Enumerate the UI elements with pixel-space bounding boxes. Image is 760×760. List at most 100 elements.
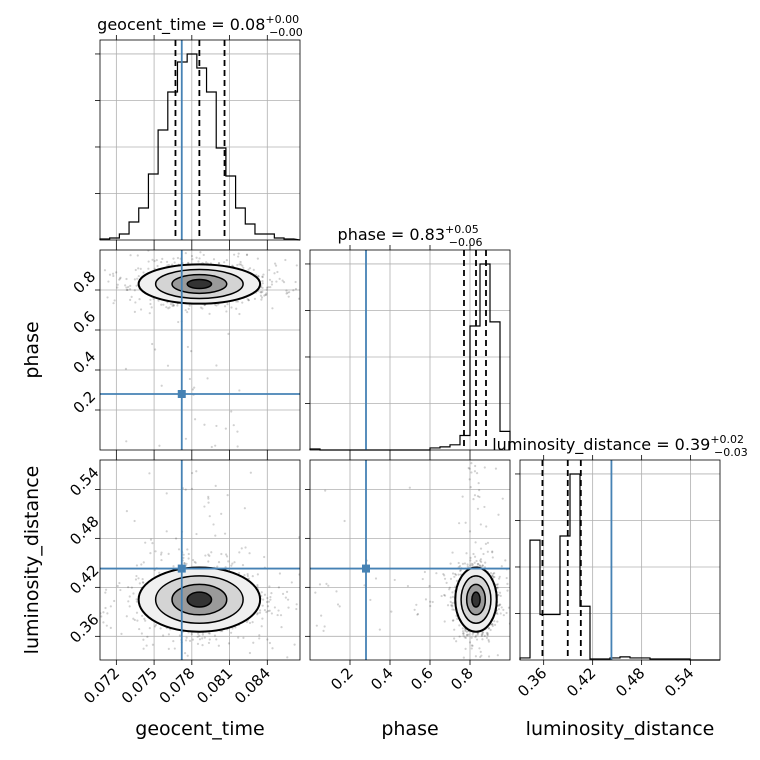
sample-point [142,581,145,584]
sample-point [474,634,478,637]
sample-point [166,364,170,367]
sample-point [214,303,217,306]
truth-marker [177,564,186,573]
sample-point [176,256,180,260]
sample-point [223,261,226,264]
title-plus-error: +0.00 [265,13,299,26]
sample-point [265,610,268,614]
sample-point [448,588,451,591]
sample-point [135,284,138,287]
panel-frame [99,459,301,661]
sample-point [125,615,128,618]
sample-point [165,530,168,533]
sample-point [127,586,130,589]
sample-point [167,307,170,310]
sample-point [451,551,454,554]
sample-point [325,582,328,585]
panel-frame [309,249,511,451]
sample-point [259,291,262,294]
sample-point [268,268,271,272]
sample-point [190,633,193,636]
sample-point [442,572,445,576]
sample-point [473,470,477,473]
sample-point [185,562,188,565]
sample-point [286,291,289,294]
sample-point [475,559,478,563]
sample-point [140,563,143,566]
sample-point [451,604,454,607]
sample-point [214,484,217,488]
sample-point [136,277,139,280]
sample-point [203,423,206,426]
sample-point [133,289,136,292]
sample-point [263,294,266,297]
sample-point [467,466,470,470]
sample-point [498,603,501,606]
sample-point [421,577,424,581]
sample-point [482,552,485,556]
sample-point [470,644,473,647]
x-tick-label-phase: 0.4 [367,664,397,694]
sample-point [190,487,194,490]
sample-point [211,246,213,248]
sample-point [474,464,477,468]
sample-point [104,588,108,591]
sample-point [136,619,139,622]
sample-point [182,553,185,556]
sample-point [496,612,499,616]
sample-point [466,633,469,636]
sample-point [137,274,140,278]
sample-point [451,601,454,605]
sample-point [193,418,197,421]
sample-point [486,632,489,635]
sample-point [480,654,483,657]
sample-point [479,559,482,562]
sample-point [295,264,298,267]
sample-point [281,592,285,595]
sample-point [267,609,270,613]
sample-point [196,635,199,638]
sample-point [496,583,499,586]
sample-point [327,584,330,587]
sample-point [236,263,239,267]
sample-point [201,644,204,647]
sample-point [300,288,302,290]
sample-point [461,630,465,633]
x-axis-label-geocent_time: geocent_time [135,718,264,740]
sample-point [476,495,480,498]
sample-point [474,636,477,639]
sample-point [241,563,245,567]
sample-point [109,605,112,608]
sample-point [144,619,147,622]
sample-point [159,627,162,630]
sample-point [465,552,468,555]
sample-point [475,472,479,475]
panel-frame [99,249,301,451]
sample-point [485,631,488,634]
sample-point [150,306,153,309]
sample-point [108,273,112,276]
sample-point [248,552,251,555]
sample-point [476,507,480,510]
sample-point [285,292,288,295]
sample-point [145,644,148,647]
sample-point [477,482,480,485]
sample-point [281,279,284,282]
truth-marker [177,390,186,398]
sample-point [182,556,185,559]
sample-point [462,656,465,659]
sample-point [260,625,263,628]
sample-point [459,569,462,573]
sample-point [261,604,264,607]
sample-point [495,583,499,586]
sample-point [443,574,446,577]
sample-point [450,604,453,607]
sample-point [188,304,191,307]
sample-point [261,279,264,283]
sample-point [452,619,455,622]
sample-point [107,280,110,283]
sample-point [166,264,169,267]
sample-point [246,573,249,576]
sample-point [119,588,122,592]
sample-point [443,593,446,597]
